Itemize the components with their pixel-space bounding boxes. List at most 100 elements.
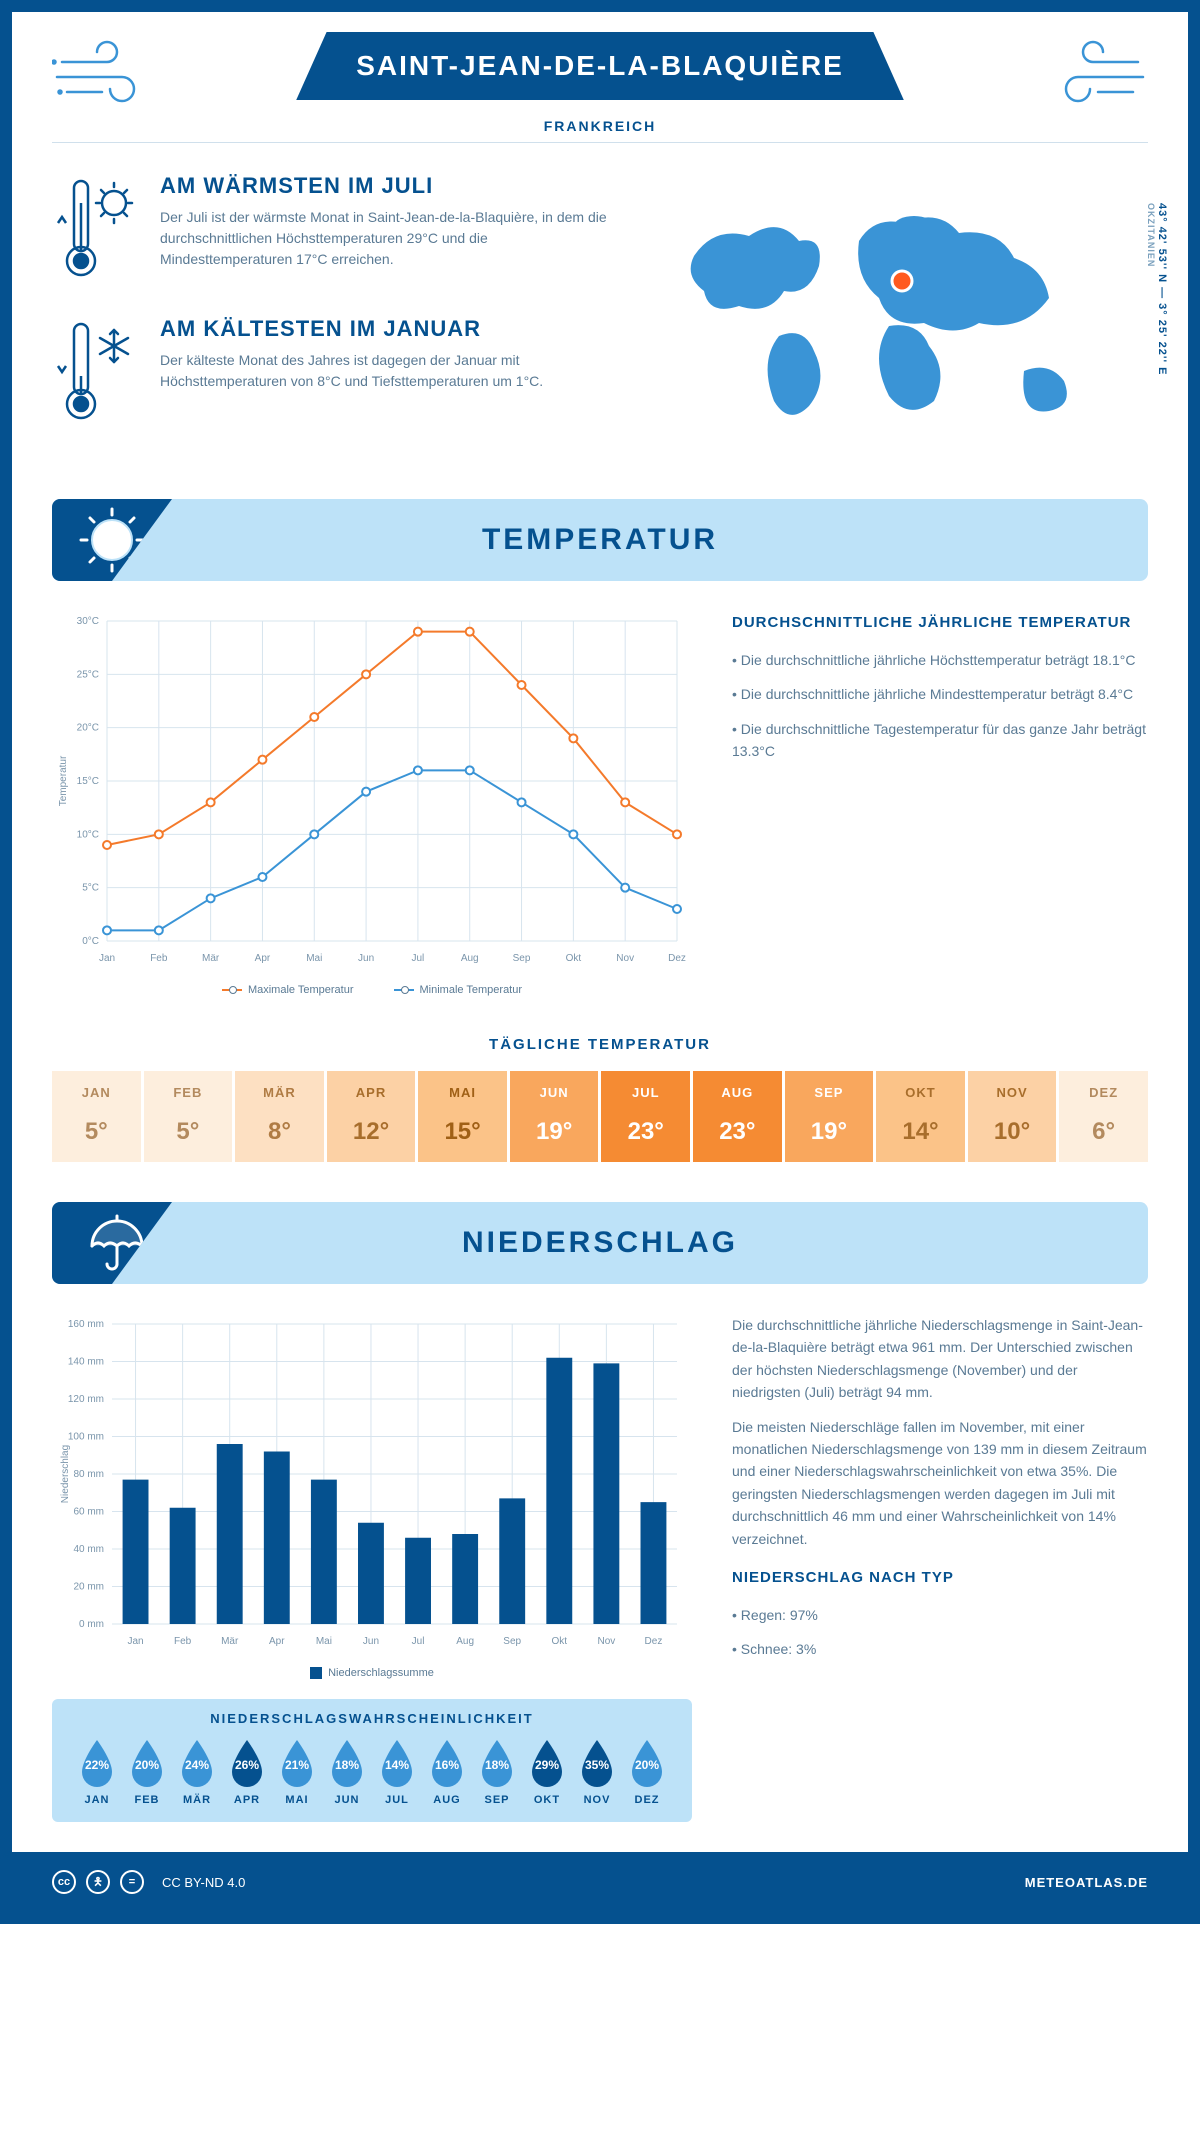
header: SAINT-JEAN-DE-LA-BLAQUIÈRE FRANKREICH: [12, 12, 1188, 143]
probability-panel: NIEDERSCHLAGSWAHRSCHEINLICHKEIT 22%JAN20…: [52, 1699, 692, 1822]
type-item: • Schnee: 3%: [732, 1638, 1148, 1660]
svg-text:30°C: 30°C: [77, 616, 99, 627]
type-heading: NIEDERSCHLAG NACH TYP: [732, 1566, 1148, 1590]
summary-para: Die meisten Niederschläge fallen im Nove…: [732, 1416, 1148, 1550]
svg-text:Dez: Dez: [668, 953, 686, 964]
svg-text:20 mm: 20 mm: [73, 1582, 104, 1593]
drop-item: 18%JUN: [322, 1736, 372, 1806]
footer: cc 🯅 = CC BY-ND 4.0 METEOATLAS.DE: [12, 1852, 1188, 1912]
svg-text:0 mm: 0 mm: [79, 1619, 104, 1630]
summary-bullet: • Die durchschnittliche Tagestemperatur …: [732, 718, 1148, 763]
by-icon: 🯅: [86, 1870, 110, 1894]
temperature-section-header: TEMPERATUR: [52, 499, 1148, 581]
svg-text:Aug: Aug: [456, 1636, 474, 1647]
summary-para: Die durchschnittliche jährliche Niedersc…: [732, 1314, 1148, 1404]
intro-section: AM WÄRMSTEN IM JULI Der Juli ist der wär…: [12, 143, 1188, 489]
coordinates: 43° 42' 53'' N — 3° 25' 22'' E OKZITANIE…: [1146, 203, 1168, 376]
drop-item: 20%DEZ: [622, 1736, 672, 1806]
daily-temp-strip: JAN5°FEB5°MÄR8°APR12°MAI15°JUN19°JUL23°A…: [52, 1071, 1148, 1162]
site-name: METEOATLAS.DE: [1025, 1875, 1148, 1890]
svg-text:80 mm: 80 mm: [73, 1469, 104, 1480]
svg-text:Okt: Okt: [552, 1636, 568, 1647]
svg-text:Mär: Mär: [221, 1636, 239, 1647]
precipitation-section-header: NIEDERSCHLAG: [52, 1202, 1148, 1284]
license-text: CC BY-ND 4.0: [162, 1875, 245, 1890]
svg-text:Niederschlag: Niederschlag: [60, 1445, 71, 1503]
svg-text:Nov: Nov: [616, 953, 634, 964]
warmest-block: AM WÄRMSTEN IM JULI Der Juli ist der wär…: [52, 173, 610, 288]
svg-text:Mai: Mai: [306, 953, 322, 964]
svg-text:10°C: 10°C: [77, 829, 99, 840]
svg-text:Jun: Jun: [358, 953, 374, 964]
svg-text:Mär: Mär: [202, 953, 220, 964]
temp-cell: DEZ6°: [1059, 1071, 1148, 1162]
svg-text:Feb: Feb: [174, 1636, 192, 1647]
svg-text:0°C: 0°C: [82, 936, 99, 947]
svg-text:Temperatur: Temperatur: [58, 755, 69, 806]
coldest-text: Der kälteste Monat des Jahres ist dagege…: [160, 350, 610, 392]
temp-cell: OKT14°: [876, 1071, 968, 1162]
svg-text:Okt: Okt: [566, 953, 582, 964]
svg-text:5°C: 5°C: [82, 883, 99, 894]
drop-item: 22%JAN: [72, 1736, 122, 1806]
svg-text:60 mm: 60 mm: [73, 1507, 104, 1518]
svg-text:Dez: Dez: [645, 1636, 663, 1647]
drop-item: 21%MAI: [272, 1736, 322, 1806]
nd-icon: =: [120, 1870, 144, 1894]
coldest-heading: AM KÄLTESTEN IM JANUAR: [160, 316, 610, 342]
drop-item: 14%JUL: [372, 1736, 422, 1806]
temp-cell: MAI15°: [418, 1071, 510, 1162]
svg-text:Sep: Sep: [503, 1636, 521, 1647]
summary-bullet: • Die durchschnittliche jährliche Mindes…: [732, 683, 1148, 705]
drop-item: 29%OKT: [522, 1736, 572, 1806]
temp-cell: APR12°: [327, 1071, 419, 1162]
temp-cell: JUL23°: [601, 1071, 693, 1162]
country-label: FRANKREICH: [12, 118, 1188, 134]
warmest-text: Der Juli ist der wärmste Monat in Saint-…: [160, 207, 610, 270]
drop-item: 16%AUG: [422, 1736, 472, 1806]
thermometer-snow-icon: [52, 316, 142, 431]
wind-icon: [1038, 37, 1148, 112]
drop-item: 26%APR: [222, 1736, 272, 1806]
page-title: SAINT-JEAN-DE-LA-BLAQUIÈRE: [296, 32, 904, 100]
temperature-chart-row: 0°C5°C10°C15°C20°C25°C30°CJanFebMärAprMa…: [12, 611, 1188, 1026]
cc-icon: cc: [52, 1870, 76, 1894]
drop-item: 20%FEB: [122, 1736, 172, 1806]
temp-cell: FEB5°: [144, 1071, 236, 1162]
warmest-heading: AM WÄRMSTEN IM JULI: [160, 173, 610, 199]
license-block: cc 🯅 = CC BY-ND 4.0: [52, 1870, 245, 1894]
summary-heading: DURCHSCHNITTLICHE JÄHRLICHE TEMPERATUR: [732, 611, 1148, 635]
svg-text:Jul: Jul: [412, 1636, 425, 1647]
world-map: 43° 42' 53'' N — 3° 25' 22'' E OKZITANIE…: [640, 173, 1148, 459]
svg-text:120 mm: 120 mm: [68, 1394, 104, 1405]
svg-text:Apr: Apr: [269, 1636, 285, 1647]
temp-cell: AUG23°: [693, 1071, 785, 1162]
page: SAINT-JEAN-DE-LA-BLAQUIÈRE FRANKREICH AM…: [0, 0, 1200, 1924]
temperature-line-chart: 0°C5°C10°C15°C20°C25°C30°CJanFebMärAprMa…: [52, 611, 692, 996]
svg-text:Feb: Feb: [150, 953, 168, 964]
daily-temp-title: TÄGLICHE TEMPERATUR: [12, 1036, 1188, 1053]
probability-drops: 22%JAN20%FEB24%MÄR26%APR21%MAI18%JUN14%J…: [72, 1736, 672, 1806]
svg-text:Jan: Jan: [127, 1636, 143, 1647]
precipitation-summary: Die durchschnittliche jährliche Niedersc…: [732, 1314, 1148, 1822]
svg-text:Apr: Apr: [255, 953, 271, 964]
precipitation-bar-chart: 0 mm20 mm40 mm60 mm80 mm100 mm120 mm140 …: [52, 1314, 692, 1822]
svg-text:Jul: Jul: [412, 953, 425, 964]
svg-text:Sep: Sep: [513, 953, 531, 964]
svg-text:20°C: 20°C: [77, 723, 99, 734]
temp-cell: SEP19°: [785, 1071, 877, 1162]
drop-item: 35%NOV: [572, 1736, 622, 1806]
svg-text:160 mm: 160 mm: [68, 1319, 104, 1330]
temp-cell: JAN5°: [52, 1071, 144, 1162]
svg-text:140 mm: 140 mm: [68, 1357, 104, 1368]
svg-text:Nov: Nov: [597, 1636, 615, 1647]
svg-text:100 mm: 100 mm: [68, 1432, 104, 1443]
probability-title: NIEDERSCHLAGSWAHRSCHEINLICHKEIT: [72, 1711, 672, 1726]
temperature-summary: DURCHSCHNITTLICHE JÄHRLICHE TEMPERATUR •…: [732, 611, 1148, 996]
temp-cell: MÄR8°: [235, 1071, 327, 1162]
svg-text:Jan: Jan: [99, 953, 115, 964]
thermometer-sun-icon: [52, 173, 142, 288]
section-title: NIEDERSCHLAG: [52, 1226, 1148, 1260]
coldest-block: AM KÄLTESTEN IM JANUAR Der kälteste Mona…: [52, 316, 610, 431]
svg-text:15°C: 15°C: [77, 776, 99, 787]
